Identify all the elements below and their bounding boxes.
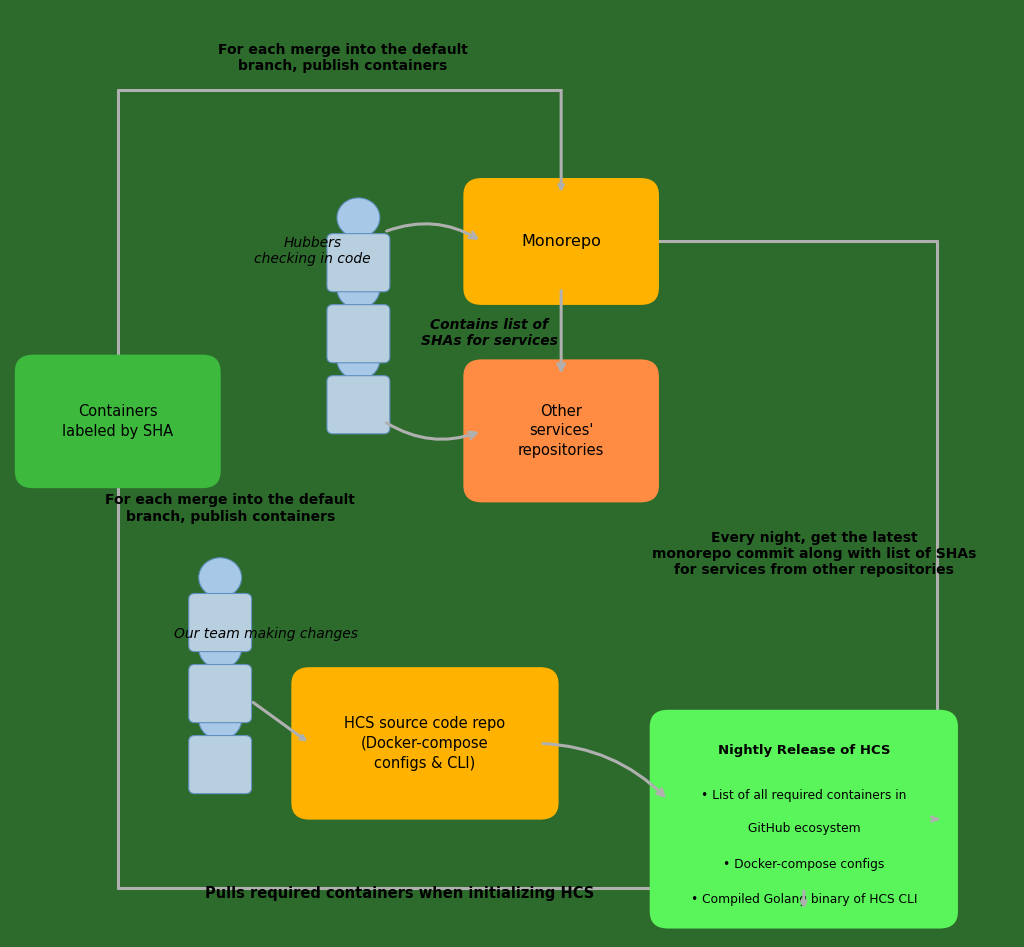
FancyBboxPatch shape [650, 710, 958, 928]
FancyBboxPatch shape [15, 354, 221, 489]
FancyBboxPatch shape [188, 665, 252, 723]
Circle shape [337, 198, 380, 238]
Text: Nightly Release of HCS: Nightly Release of HCS [718, 744, 890, 758]
Text: Other
services'
repositories: Other services' repositories [518, 403, 604, 458]
FancyBboxPatch shape [327, 234, 390, 292]
Text: Our team making changes: Our team making changes [174, 628, 358, 641]
FancyBboxPatch shape [463, 359, 659, 502]
Circle shape [199, 558, 242, 598]
FancyBboxPatch shape [188, 594, 252, 652]
Text: Hubbers
checking in code: Hubbers checking in code [254, 236, 371, 266]
Text: For each merge into the default
branch, publish containers: For each merge into the default branch, … [218, 43, 468, 73]
FancyBboxPatch shape [327, 305, 390, 363]
Circle shape [199, 629, 242, 669]
Text: GitHub ecosystem: GitHub ecosystem [748, 822, 860, 835]
Text: • Compiled Golang binary of HCS CLI: • Compiled Golang binary of HCS CLI [690, 893, 918, 906]
FancyBboxPatch shape [291, 667, 559, 819]
FancyBboxPatch shape [188, 736, 252, 794]
Text: HCS source code repo
(Docker-compose
configs & CLI): HCS source code repo (Docker-compose con… [344, 716, 506, 771]
Text: Containers
labeled by SHA: Containers labeled by SHA [62, 404, 173, 438]
Circle shape [199, 700, 242, 740]
Text: • Docker-compose configs: • Docker-compose configs [723, 858, 885, 871]
Text: • List of all required containers in: • List of all required containers in [701, 789, 906, 802]
Circle shape [337, 269, 380, 309]
Text: For each merge into the default
branch, publish containers: For each merge into the default branch, … [105, 493, 355, 524]
FancyBboxPatch shape [463, 178, 659, 305]
Circle shape [337, 340, 380, 380]
Text: Monorepo: Monorepo [521, 234, 601, 249]
FancyBboxPatch shape [327, 376, 390, 434]
Text: Contains list of
SHAs for services: Contains list of SHAs for services [421, 318, 558, 348]
Text: Every night, get the latest
monorepo commit along with list of SHAs
for services: Every night, get the latest monorepo com… [652, 531, 976, 577]
Text: Pulls required containers when initializing HCS: Pulls required containers when initializ… [205, 885, 594, 901]
